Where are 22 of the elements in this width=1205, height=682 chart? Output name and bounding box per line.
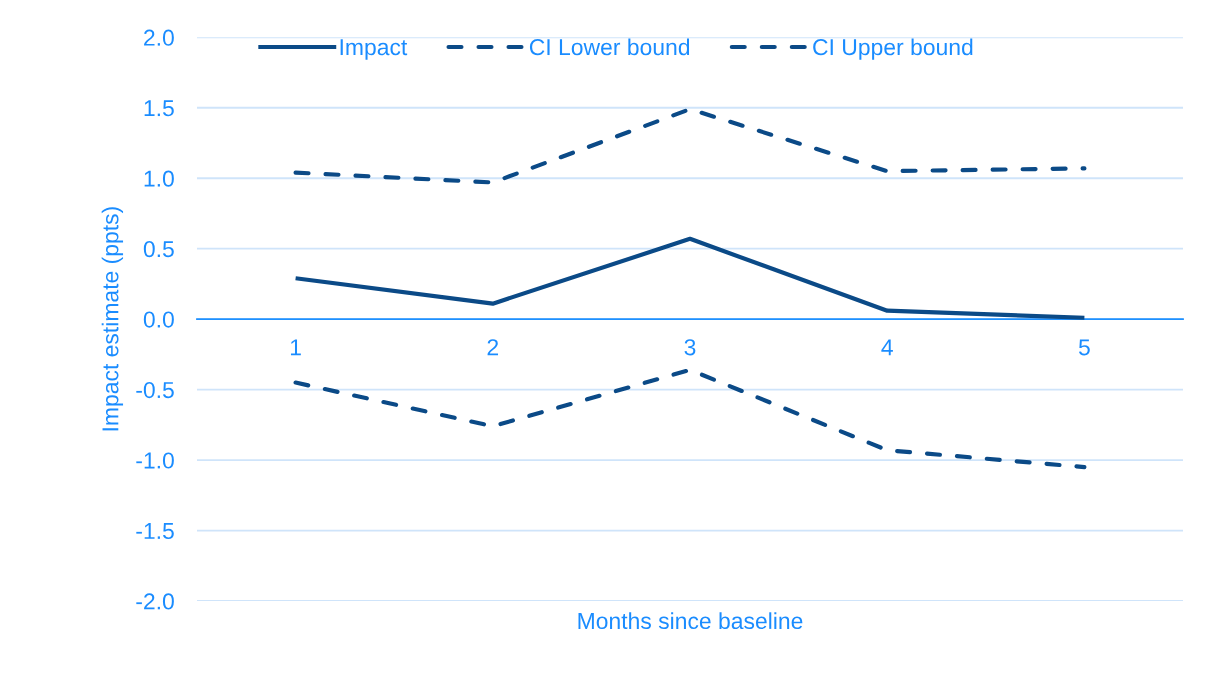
legend-label: CI Upper bound	[813, 38, 973, 60]
line-series	[293, 107, 1087, 185]
legend-label: CI Lower bound	[529, 38, 690, 56]
y-tick-label: -0.5	[136, 381, 174, 399]
y-axis-title: Impact estimate (ppts)	[101, 207, 124, 431]
y-tick-label: 1.5	[144, 100, 174, 117]
y-tick-label: 2.0	[144, 29, 174, 46]
x-tick-label: 1	[290, 339, 301, 356]
x-tick-label: 4	[881, 339, 893, 356]
line-series	[293, 367, 1087, 470]
y-tick-label: 0.0	[143, 311, 174, 328]
x-tick-label: 5	[1078, 339, 1090, 356]
y-tick-label: 1.0	[144, 170, 174, 187]
y-tick-label: -2.0	[136, 593, 174, 610]
y-tick-label: -1.5	[136, 523, 174, 540]
y-tick-label: -1.0	[136, 452, 174, 469]
y-tick-label: 0.5	[143, 240, 174, 258]
x-axis-title: Months since baseline	[578, 612, 803, 630]
x-tick-label: 2	[487, 339, 499, 356]
legend-label: Impact	[340, 39, 408, 60]
line-series	[293, 236, 1087, 320]
x-tick-label: 3	[684, 339, 696, 356]
